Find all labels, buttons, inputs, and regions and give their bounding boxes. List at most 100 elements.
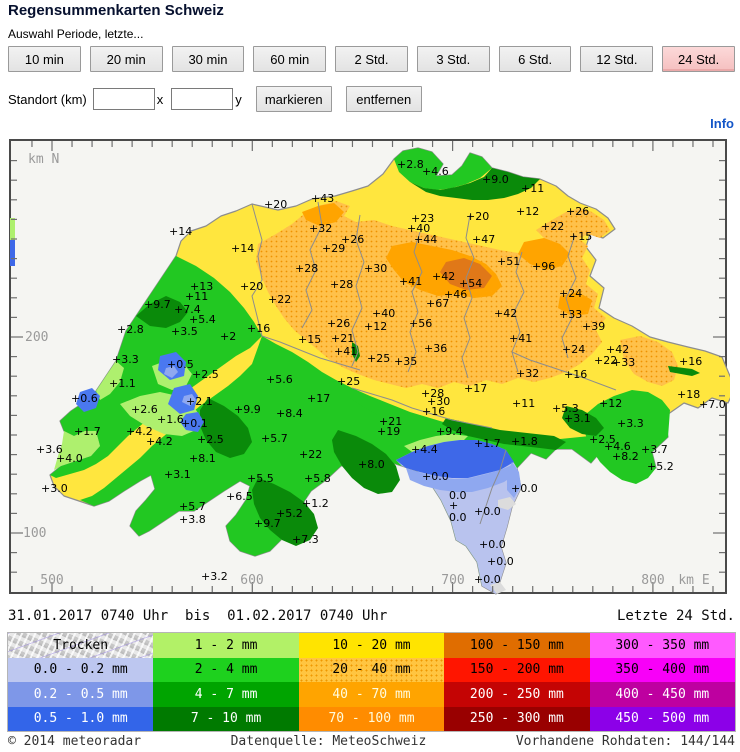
station-value: +11 — [521, 182, 544, 195]
station-value: +7.4 — [174, 303, 201, 316]
station-value: 0.0 — [449, 511, 467, 524]
axis-label: 200 — [25, 330, 48, 345]
station-value: +21 — [331, 332, 354, 345]
station-value: +9.0 — [482, 173, 509, 186]
station-value: +54 — [459, 277, 482, 290]
station-value: +23 — [411, 212, 434, 225]
station-value: +9.9 — [234, 403, 261, 416]
station-value: +33 — [612, 356, 635, 369]
station-value: +20 — [240, 280, 263, 293]
station-value: +28 — [330, 278, 353, 291]
station-value: +51 — [497, 255, 520, 268]
station-value: +12 — [516, 205, 539, 218]
station-value: +6.5 — [226, 490, 253, 503]
station-value: +16 — [564, 368, 587, 381]
station-value: +67 — [426, 297, 449, 310]
station-value: +0.0 — [474, 573, 501, 586]
station-value: +7.3 — [292, 533, 319, 546]
station-value: +20 — [264, 198, 287, 211]
station-value: + — [449, 499, 458, 512]
station-value: +14 — [231, 242, 254, 255]
legend-cell: 1 - 2 mm — [153, 633, 299, 658]
station-value: +2 — [220, 330, 236, 343]
station-value: +3.3 — [112, 353, 139, 366]
station-value: +28 — [295, 262, 318, 275]
station-value: +25 — [337, 375, 360, 388]
period-button-30min[interactable]: 30 min — [171, 46, 245, 72]
station-value: +3.6 — [36, 443, 63, 456]
station-value: +5.6 — [266, 373, 293, 386]
legend-cell: 300 - 350 mm — [589, 633, 735, 658]
raw-data-count: Vorhandene Rohdaten: 144/144 — [515, 734, 735, 749]
legend-cell: 4 - 7 mm — [153, 682, 299, 707]
station-value: +39 — [582, 320, 605, 333]
station-value: +8.2 — [612, 450, 639, 463]
remove-button[interactable]: entfernen — [345, 86, 422, 112]
station-value: +41 — [334, 345, 357, 358]
station-value: +42 — [606, 343, 629, 356]
map-edge-fragments — [10, 218, 15, 266]
station-value: +0.5 — [167, 358, 194, 371]
station-value: +56 — [409, 317, 432, 330]
station-value: +22 — [594, 354, 617, 367]
period-button-60min[interactable]: 60 min — [253, 46, 327, 72]
station-value: +5.5 — [247, 472, 274, 485]
station-value: +4.2 — [146, 435, 173, 448]
station-value: +40 — [372, 307, 395, 320]
station-value: +41 — [509, 332, 532, 345]
station-value: +14 — [169, 225, 192, 238]
station-value: +8.1 — [189, 452, 216, 465]
station-value: +2.5 — [589, 433, 616, 446]
station-value: +42 — [432, 270, 455, 283]
station-value: +4.4 — [411, 443, 438, 456]
station-value: +5.3 — [552, 402, 579, 415]
period-button-row: 10 min 20 min 30 min 60 min 2 Std. 3 Std. 6 St… — [8, 46, 736, 72]
legend-cell: 250 - 300 mm — [444, 706, 590, 731]
station-value: +26 — [341, 233, 364, 246]
period-button-10min[interactable]: 10 min — [8, 46, 81, 72]
station-value: +5.7 — [261, 432, 288, 445]
legend-cell: 450 - 500 mm — [589, 706, 735, 731]
station-value: +25 — [367, 352, 390, 365]
station-value: +4.6 — [422, 165, 449, 178]
rain-map[interactable]: km N 200 100 500 600 700 800 km E +14 +43 +20 +14 +… — [8, 135, 736, 597]
station-value: +0.6 — [71, 392, 98, 405]
period-button-6std[interactable]: 6 Std. — [498, 46, 572, 72]
station-value: +19 — [377, 425, 400, 438]
info-link[interactable]: Info — [710, 116, 734, 131]
period-button-12std[interactable]: 12 Std. — [580, 46, 654, 72]
legend-cell: 0.2 - 0.5 mm — [8, 682, 154, 707]
station-value: +9.4 — [436, 425, 463, 438]
station-value: +3.1 — [164, 468, 191, 481]
period-button-3std[interactable]: 3 Std. — [416, 46, 490, 72]
station-value: +0.0 — [474, 505, 501, 518]
station-value: +22 — [299, 448, 322, 461]
station-value: +26 — [566, 205, 589, 218]
station-value: +33 — [559, 308, 582, 321]
station-value: +24 — [562, 343, 585, 356]
station-value: +17 — [464, 382, 487, 395]
station-value: +12 — [364, 320, 387, 333]
axis-label: 500 — [40, 573, 63, 588]
station-value: +96 — [532, 260, 555, 273]
legend-cell: 100 - 150 mm — [444, 633, 590, 658]
mark-button[interactable]: markieren — [255, 86, 332, 112]
station-value: +2.1 — [186, 395, 213, 408]
period-button-24std[interactable]: 24 Std. — [662, 46, 736, 72]
station-value: +42 — [494, 307, 517, 320]
station-value: +9.7 — [254, 517, 281, 530]
location-y-input[interactable] — [171, 88, 234, 110]
station-value: +1.7 — [74, 425, 101, 438]
station-value: +29 — [322, 242, 345, 255]
location-x-suffix: x — [156, 91, 164, 107]
station-value: +12 — [599, 397, 622, 410]
period-button-20min[interactable]: 20 min — [89, 46, 163, 72]
station-value: +0.0 — [487, 555, 514, 568]
period-button-2std[interactable]: 2 Std. — [335, 46, 408, 72]
location-x-input[interactable] — [92, 88, 155, 110]
station-value: +13 — [190, 280, 213, 293]
station-value: +43 — [311, 192, 334, 205]
station-value: +44 — [414, 233, 437, 246]
station-value: +20 — [466, 210, 489, 223]
